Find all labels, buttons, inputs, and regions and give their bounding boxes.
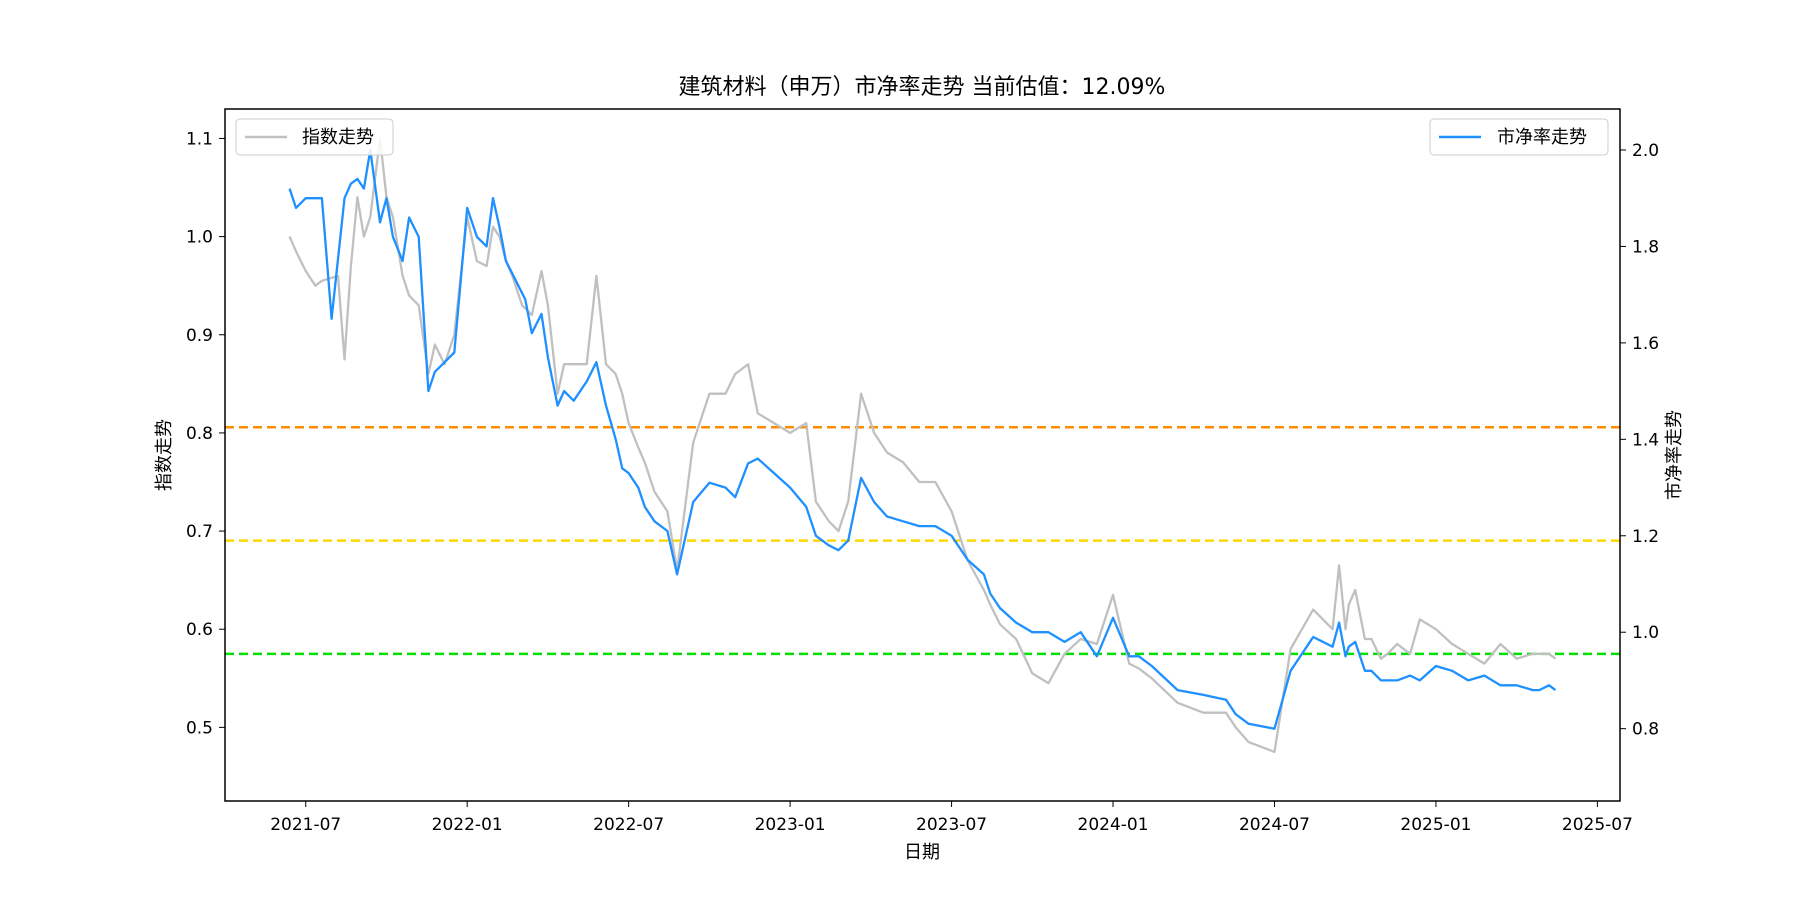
y-right-tick-label: 1.2 bbox=[1632, 527, 1659, 547]
chart-title: 建筑材料（申万）市净率走势 当前估值：12.09% bbox=[679, 75, 1166, 100]
y-left-tick-label: 0.9 bbox=[186, 326, 213, 346]
x-tick-label: 2024-07 bbox=[1239, 815, 1310, 835]
y-axis-left: 0.5 0.6 0.7 0.8 0.9 1.0 1.1 bbox=[186, 129, 225, 738]
series-pb-line bbox=[288, 148, 1557, 730]
y-right-tick-label: 0.8 bbox=[1632, 720, 1659, 740]
y-left-tick-label: 0.5 bbox=[186, 718, 213, 738]
y-left-tick-label: 1.1 bbox=[186, 129, 213, 149]
y-right-tick-label: 1.8 bbox=[1632, 237, 1659, 257]
y-axis-right-title: 市净率走势 bbox=[1664, 410, 1685, 500]
x-tick-label: 2021-07 bbox=[270, 815, 341, 835]
series-index-line bbox=[288, 137, 1557, 754]
series-lines bbox=[288, 137, 1557, 754]
y-left-tick-label: 0.8 bbox=[186, 424, 213, 444]
x-axis: 2021-07 2022-01 2022-07 2023-01 2023-07 2024-… bbox=[270, 801, 1633, 835]
y-left-tick-label: 0.6 bbox=[186, 620, 213, 640]
legend-right: 市净率走势 bbox=[1429, 118, 1609, 156]
y-right-tick-label: 2.0 bbox=[1632, 141, 1659, 161]
y-left-tick-label: 1.0 bbox=[186, 228, 213, 248]
y-left-tick-label: 0.7 bbox=[186, 522, 213, 542]
legend-left-box bbox=[235, 118, 394, 156]
plot-frame bbox=[224, 108, 1621, 802]
legend-right-box bbox=[1429, 118, 1609, 156]
y-right-tick-label: 1.0 bbox=[1632, 623, 1659, 643]
x-axis-title: 日期 bbox=[904, 842, 940, 863]
x-tick-label: 2022-01 bbox=[432, 815, 503, 835]
plot-area bbox=[225, 109, 1620, 801]
x-tick-label: 2023-07 bbox=[916, 815, 987, 835]
y-axis-right: 0.8 1.0 1.2 1.4 1.6 1.8 2.0 bbox=[1620, 141, 1659, 740]
y-axis-left-title: 指数走势 bbox=[154, 419, 175, 491]
x-tick-label: 2022-07 bbox=[593, 815, 664, 835]
y-right-tick-label: 1.6 bbox=[1632, 334, 1659, 354]
x-tick-label: 2025-01 bbox=[1400, 815, 1471, 835]
x-tick-label: 2025-07 bbox=[1562, 815, 1633, 835]
legend-left-label: 指数走势 bbox=[302, 127, 374, 148]
legend-left: 指数走势 bbox=[235, 118, 394, 156]
legend-right-label: 市净率走势 bbox=[1497, 127, 1587, 148]
x-tick-label: 2023-01 bbox=[755, 815, 826, 835]
x-tick-label: 2024-01 bbox=[1078, 815, 1149, 835]
y-right-tick-label: 1.4 bbox=[1632, 430, 1659, 450]
